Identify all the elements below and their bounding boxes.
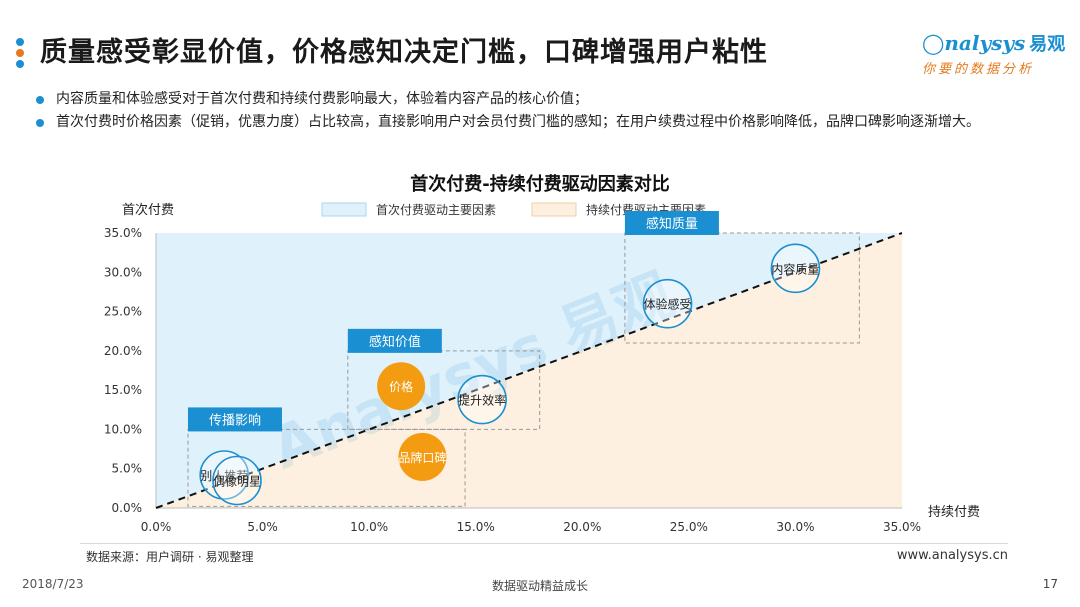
y-tick-label: 0.0%	[112, 501, 143, 515]
data-point-label: 品牌口碑	[398, 450, 446, 465]
x-tick-label: 10.0%	[350, 520, 388, 534]
logo-slogan: 你要的数据分析	[922, 62, 1035, 77]
y-tick-label: 25.0%	[104, 305, 142, 319]
data-point	[212, 455, 262, 506]
data-point	[770, 243, 821, 294]
logo-text: ◯nalysys 易观	[922, 30, 1065, 56]
footer-date: 2018/7/23	[22, 577, 84, 591]
y-tick-label: 20.0%	[104, 344, 142, 358]
data-point	[377, 362, 426, 411]
data-point	[457, 374, 507, 425]
legend-swatch	[321, 202, 367, 217]
y-tick-label: 30.0%	[104, 265, 142, 279]
chart-title: 首次付费-持续付费驱动因素对比	[410, 174, 670, 195]
data-point-label: 提升效率	[458, 393, 506, 408]
x-tick-label: 30.0%	[776, 520, 814, 534]
group-box	[624, 232, 860, 344]
website-url[interactable]: www.analysys.cn	[896, 548, 1008, 563]
group-box	[187, 428, 466, 507]
group-tag-label: 传播影响	[209, 412, 261, 428]
group-tag-label: 感知质量	[646, 216, 698, 232]
y-axis-label: 首次付费	[122, 202, 174, 218]
footer-slogan: 数据驱动精益成长	[491, 579, 588, 593]
y-tick-label: 35.0%	[104, 226, 142, 240]
diagonal-reference-line	[155, 232, 903, 509]
group-tag	[624, 211, 719, 235]
data-point-label: 偶像明星	[213, 475, 261, 489]
data-point	[398, 432, 447, 481]
group-box	[347, 350, 541, 430]
bullet-item: 首次付费时价格因素（促销，优惠力度）占比较高，直接影响用户对会员付费门槛的感知；…	[36, 111, 1046, 134]
group-tag	[187, 407, 282, 432]
y-tick-label: 15.0%	[104, 383, 142, 397]
x-tick-label: 0.0%	[141, 520, 172, 534]
group-tag-label: 感知价值	[369, 334, 421, 350]
bullet-item: 内容质量和体验感受对于首次付费和持续付费影响最大，体验着内容产品的核心价值；	[36, 88, 1046, 111]
x-tick-label: 5.0%	[247, 520, 278, 534]
logo-a-glyph: ◯	[922, 31, 945, 55]
x-axis-label: 持续付费	[928, 505, 980, 520]
legend-swatch	[531, 202, 577, 217]
title-dots	[16, 38, 26, 71]
footer-divider	[80, 543, 1008, 544]
page-number: 17	[1042, 577, 1058, 591]
page-title: 质量感受彰显价值，价格感知决定门槛，口碑增强用户粘性	[40, 37, 768, 68]
x-tick-label: 15.0%	[457, 520, 495, 534]
x-tick-label: 35.0%	[883, 520, 921, 534]
x-tick-label: 25.0%	[670, 520, 708, 534]
legend-label: 首次付费驱动主要因素	[376, 203, 496, 217]
y-tick-label: 5.0%	[112, 462, 143, 476]
data-point-label: 内容质量	[771, 261, 819, 276]
analysys-logo: ◯nalysys 易观 你要的数据分析	[922, 30, 1065, 77]
group-tag	[347, 328, 442, 353]
logo-cn: 易观	[1029, 34, 1066, 55]
y-tick-label: 10.0%	[104, 422, 142, 436]
data-source: 数据来源：用户调研 · 易观整理	[86, 550, 254, 564]
logo-word: nalysys	[944, 31, 1026, 55]
data-point-label: 别人推荐	[200, 469, 248, 483]
title-dot	[16, 38, 24, 46]
data-point	[642, 278, 693, 329]
title-dot	[16, 49, 24, 57]
x-tick-label: 20.0%	[563, 520, 601, 534]
bullet-list: 内容质量和体验感受对于首次付费和持续付费影响最大，体验着内容产品的核心价值； 首…	[36, 88, 1046, 134]
title-dot	[16, 60, 24, 68]
data-point-label: 体验感受	[644, 297, 692, 312]
data-point-label: 价格	[389, 379, 413, 394]
data-point	[199, 450, 250, 500]
